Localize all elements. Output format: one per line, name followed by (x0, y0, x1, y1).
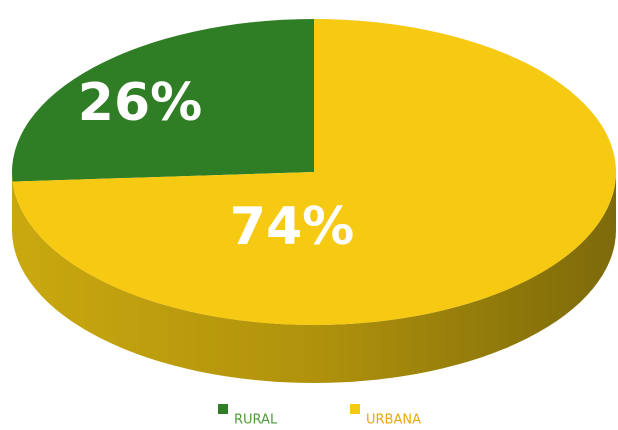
slice-label: 26% (78, 73, 202, 133)
legend-label: RURAL (234, 413, 278, 428)
legend-swatch (350, 404, 360, 414)
legend-label: URBANA (366, 413, 421, 428)
chart: 26% 74% RURAL URBANA (0, 0, 618, 430)
slice-label: 74% (230, 197, 354, 257)
legend-swatch (218, 404, 228, 414)
